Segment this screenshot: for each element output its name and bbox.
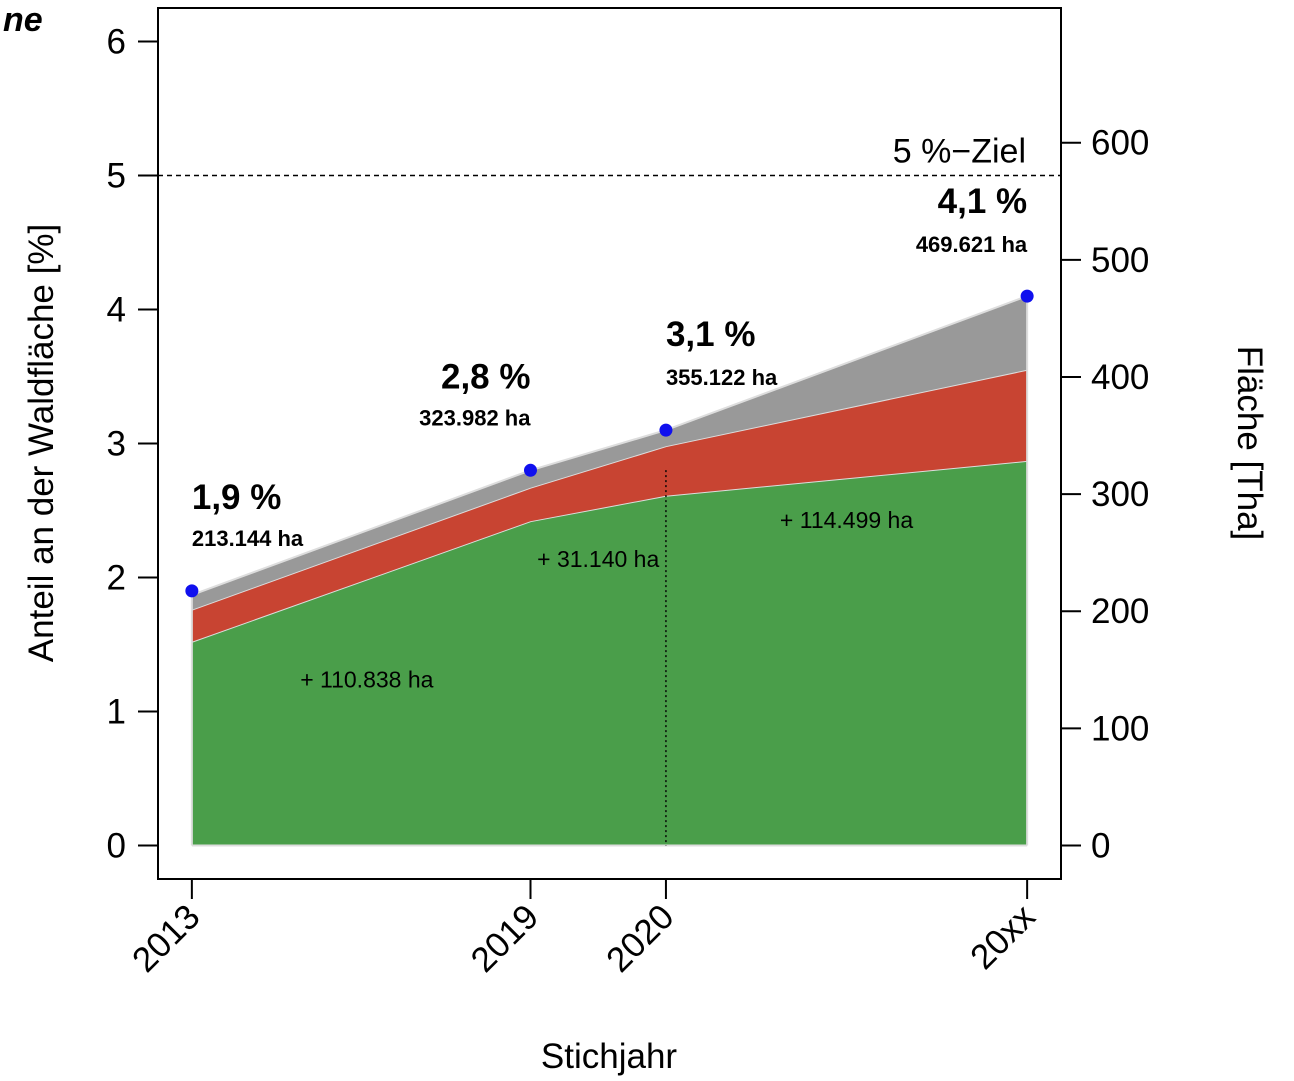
right-tick-label: 400 [1091,358,1149,397]
area-increase-annotation: + 110.838 ha [300,666,433,692]
chart-marks [158,174,1061,846]
left-tick-label: 0 [107,827,126,866]
point-area-label: 213.144 ha [192,526,304,551]
point-percent-label: 4,1 % [938,182,1028,221]
point-area-label: 355.122 ha [666,365,778,390]
x-tick-label: 2019 [464,897,547,980]
x-tick-label: 20xx [963,897,1043,977]
x-axis: 2013 2019 2020 20xx [125,879,1043,980]
area-layer-2 [191,369,1028,642]
right-tick-label: 200 [1091,592,1149,631]
target-label: 5 %−Ziel [893,133,1026,171]
point-percent-label: 2,8 % [441,357,531,396]
data-point [1020,289,1034,303]
area-increase-annotation: + 114.499 ha [780,507,913,533]
left-tick-label: 5 [107,157,126,196]
x-axis-label: Stichjahr [541,1037,678,1076]
left-tick-label: 2 [107,559,126,598]
area-layer-3-edge [191,295,1028,596]
data-point [659,423,673,437]
area-layer-1 [191,460,1028,846]
left-tick-label: 1 [107,693,126,732]
area-increase-annotation: + 31.140 ha [537,546,659,572]
left-tick-label: 6 [107,23,126,62]
x-tick-label: 2020 [599,897,682,980]
left-tick-label: 3 [107,425,126,464]
point-area-label: 323.982 ha [419,405,531,430]
x-tick-label: 2013 [125,897,208,980]
right-axis: 0 100 200 300 400 500 600 [1061,124,1149,866]
data-point [523,463,537,477]
point-area-label: 469.621 ha [916,232,1028,257]
left-axis: 0 1 2 3 4 5 6 [107,23,158,866]
right-tick-label: 300 [1091,475,1149,514]
point-percent-label: 1,9 % [192,478,281,517]
left-axis-label: Anteil an der Waldfläche [%] [22,224,61,662]
right-tick-label: 0 [1091,827,1110,866]
stacked-areas [190,295,1029,847]
data-point [185,584,199,598]
left-tick-label: 4 [107,291,126,330]
point-percent-label: 3,1 % [666,315,756,354]
right-tick-label: 600 [1091,124,1149,163]
right-tick-label: 500 [1091,241,1149,280]
right-tick-label: 100 [1091,709,1149,748]
right-axis-label: Fläche [Tha] [1230,346,1269,541]
chart-title-fragment: ne [3,1,43,39]
chart-labels: 5 %−Ziel 1,9 % 213.144 ha 2,8 % 323.982 ha 3,… [192,133,1028,693]
